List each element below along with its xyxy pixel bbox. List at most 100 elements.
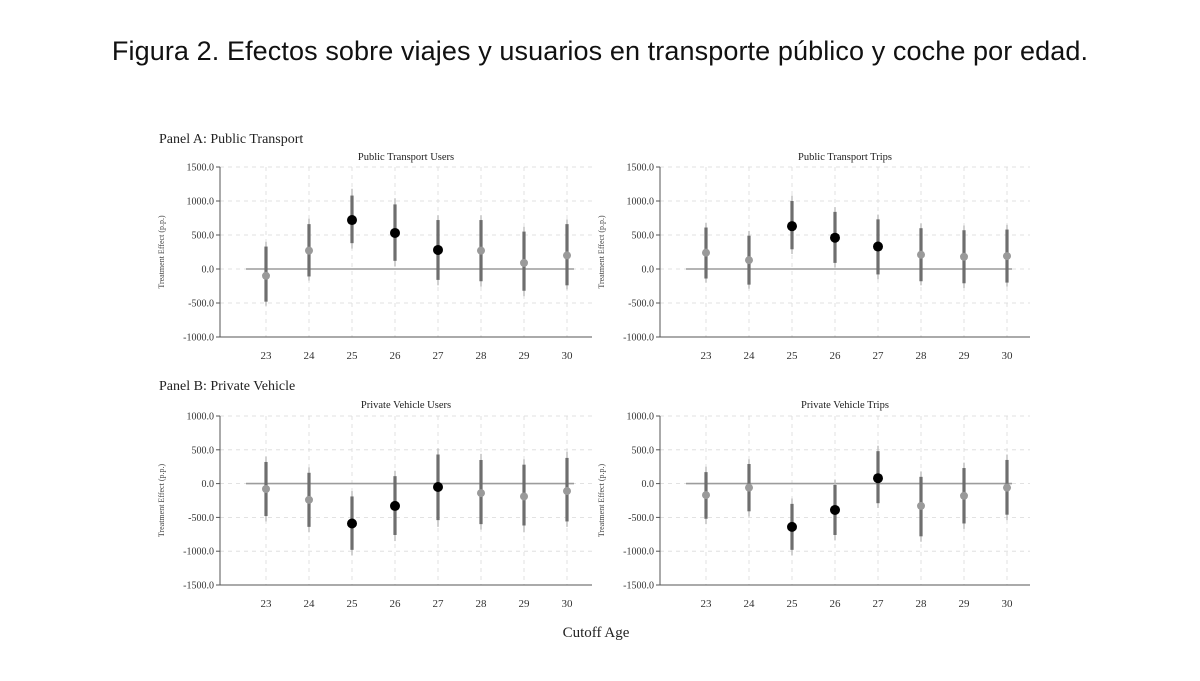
point-estimate	[1003, 252, 1011, 261]
point-estimate	[433, 481, 443, 492]
x-tick-label: 23	[701, 350, 713, 362]
point-estimate	[830, 232, 840, 243]
chart-title: Public Transport Trips	[798, 152, 892, 163]
chart-private-vehicle-users: -1500.0 -1000.0 -500.0 0.0 500.0 1000.0 23 24 25…	[157, 400, 592, 610]
point-estimate	[390, 227, 400, 238]
y-tick-label: 500.0	[192, 445, 215, 456]
point-estimate	[520, 492, 528, 501]
x-tick-label: 24	[744, 350, 756, 362]
y-tick-label: 0.0	[642, 265, 655, 276]
point-estimate	[262, 485, 270, 494]
x-tick-label: 28	[916, 350, 928, 362]
point-estimate	[477, 246, 485, 255]
x-tick-label: 25	[347, 350, 359, 362]
x-tick-label: 30	[562, 350, 574, 362]
y-tick-label: 1000.0	[187, 197, 215, 208]
y-axis-label: Treatment Effect (p.p.)	[157, 215, 166, 289]
x-tick-label: 29	[519, 598, 531, 610]
point-estimate	[917, 501, 925, 510]
panel-a-label: Panel A: Public Transport	[159, 132, 303, 147]
x-tick-label: 24	[304, 350, 316, 362]
point-estimate	[347, 215, 357, 226]
y-tick-label: 500.0	[192, 231, 215, 242]
x-tick-label: 25	[787, 350, 799, 362]
y-tick-label: 1000.0	[187, 412, 215, 423]
x-tick-label: 25	[787, 598, 799, 610]
point-estimate	[347, 518, 357, 529]
x-tick-label: 28	[916, 598, 928, 610]
chart-title: Private Vehicle Trips	[801, 400, 889, 411]
point-estimate	[787, 521, 797, 532]
point-estimate	[477, 489, 485, 498]
x-tick-label: 28	[476, 598, 488, 610]
point-estimate	[563, 251, 571, 260]
point-estimate	[787, 221, 797, 232]
figure-title: Figura 2. Efectos sobre viajes y usuario…	[111, 36, 1089, 66]
point-estimate	[262, 271, 270, 280]
chart-public-transport-trips: -1000.0 -500.0 0.0 500.0 1000.0 1500.0 23 24 25 2…	[597, 152, 1030, 362]
x-tick-label: 29	[959, 598, 971, 610]
y-axis-label: Treatment Effect (p.p.)	[597, 215, 606, 289]
panel-b-label: Panel B: Private Vehicle	[159, 379, 295, 394]
x-tick-label: 24	[744, 598, 756, 610]
x-tick-label: 28	[476, 350, 488, 362]
point-estimate	[830, 504, 840, 515]
y-tick-label: -500.0	[188, 299, 214, 310]
point-estimate	[873, 473, 883, 484]
chart-public-transport-users: -1000.0 -500.0 0.0 500.0 1000.0 1500.0 23 24 25 2…	[157, 152, 592, 362]
point-estimate	[563, 487, 571, 496]
x-tick-label: 29	[519, 350, 531, 362]
y-tick-label: -500.0	[628, 299, 654, 310]
y-tick-label: -1000.0	[623, 333, 654, 344]
y-tick-label: 1000.0	[627, 412, 655, 423]
chart-title: Private Vehicle Users	[361, 400, 451, 411]
y-tick-label: 0.0	[202, 479, 215, 490]
x-tick-label: 30	[1002, 598, 1014, 610]
y-tick-label: 0.0	[642, 479, 655, 490]
x-tick-label: 26	[390, 350, 402, 362]
x-tick-label: 24	[304, 598, 316, 610]
y-tick-label: -1500.0	[623, 581, 654, 592]
x-tick-label: 25	[347, 598, 359, 610]
chart-private-vehicle-trips: -1500.0 -1000.0 -500.0 0.0 500.0 1000.0 23 24 25…	[597, 400, 1030, 610]
x-tick-label: 27	[433, 350, 445, 362]
y-tick-label: -1000.0	[183, 547, 214, 558]
y-tick-label: 1500.0	[627, 163, 655, 174]
y-tick-label: 1500.0	[187, 163, 215, 174]
point-estimate	[745, 483, 753, 492]
shared-x-axis-label: Cutoff Age	[563, 625, 630, 641]
point-estimate	[917, 250, 925, 259]
y-tick-label: -1500.0	[183, 581, 214, 592]
point-estimate	[305, 495, 313, 504]
y-tick-label: -1000.0	[183, 333, 214, 344]
y-tick-label: -1000.0	[623, 547, 654, 558]
point-estimate	[960, 491, 968, 500]
point-estimate	[305, 246, 313, 255]
chart-title: Public Transport Users	[358, 152, 454, 163]
y-tick-label: 500.0	[632, 445, 655, 456]
y-axis-label: Treatment Effect (p.p.)	[157, 464, 166, 538]
point-estimate	[1003, 483, 1011, 492]
point-estimate	[390, 500, 400, 511]
y-tick-label: -500.0	[628, 513, 654, 524]
point-estimate	[433, 244, 443, 255]
x-tick-label: 29	[959, 350, 971, 362]
x-tick-label: 23	[701, 598, 713, 610]
y-tick-label: 500.0	[632, 231, 655, 242]
x-tick-label: 27	[433, 598, 445, 610]
x-tick-label: 26	[390, 598, 402, 610]
x-tick-label: 26	[830, 350, 842, 362]
x-tick-label: 23	[261, 598, 273, 610]
point-estimate	[520, 258, 528, 267]
y-tick-label: 1000.0	[627, 197, 655, 208]
point-estimate	[873, 241, 883, 252]
x-tick-label: 30	[562, 598, 574, 610]
x-tick-label: 27	[873, 350, 885, 362]
point-estimate	[745, 256, 753, 265]
x-tick-label: 26	[830, 598, 842, 610]
point-estimate	[702, 248, 710, 257]
y-tick-label: -500.0	[188, 513, 214, 524]
x-tick-label: 23	[261, 350, 273, 362]
point-estimate	[960, 252, 968, 261]
